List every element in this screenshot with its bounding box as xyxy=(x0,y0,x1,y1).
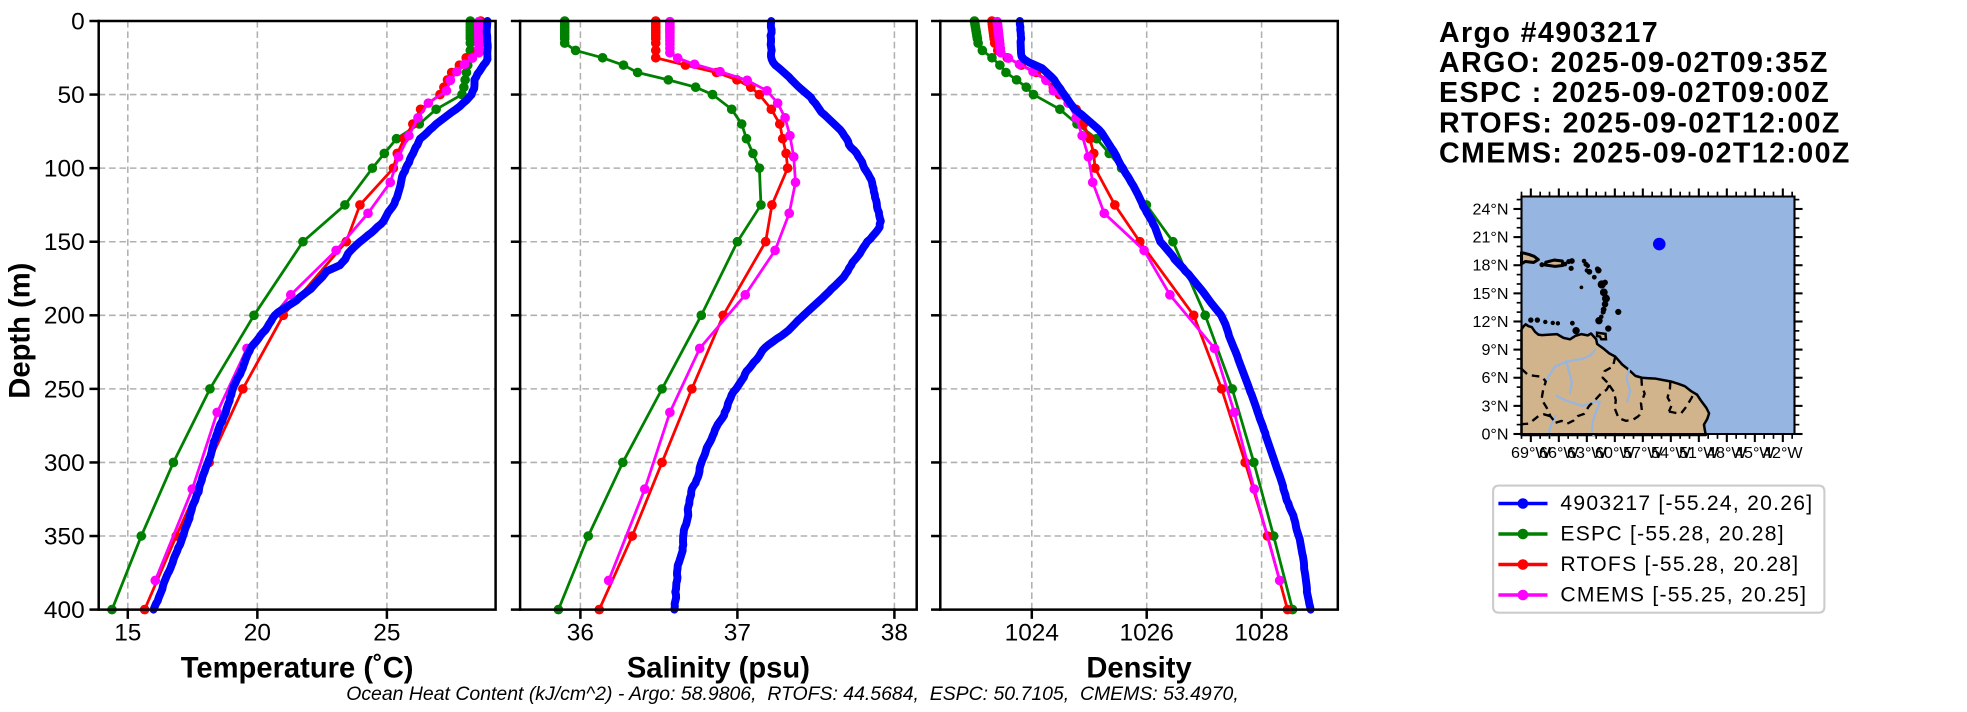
svg-text:Density: Density xyxy=(1086,652,1192,684)
svg-text:4903217 [-55.24, 20.26]: 4903217 [-55.24, 20.26] xyxy=(1560,492,1813,515)
svg-text:350: 350 xyxy=(44,523,85,550)
svg-text:ESPC : 2025-09-02T09:00Z: ESPC : 2025-09-02T09:00Z xyxy=(1439,77,1830,109)
svg-text:1024: 1024 xyxy=(1005,619,1059,646)
svg-text:100: 100 xyxy=(44,156,85,183)
svg-text:250: 250 xyxy=(44,376,85,403)
svg-text:200: 200 xyxy=(44,303,85,330)
svg-text:300: 300 xyxy=(44,450,85,477)
svg-text:Ocean Heat Content (kJ/cm^2) -: Ocean Heat Content (kJ/cm^2) - Argo: 58.… xyxy=(346,683,1239,705)
svg-text:18°N: 18°N xyxy=(1472,257,1508,275)
svg-text:RTOFS: 2025-09-02T12:00Z: RTOFS: 2025-09-02T12:00Z xyxy=(1439,107,1841,139)
svg-text:51°W: 51°W xyxy=(1679,444,1719,462)
svg-text:24°N: 24°N xyxy=(1472,200,1508,218)
svg-text:57°W: 57°W xyxy=(1623,444,1663,462)
svg-text:54°W: 54°W xyxy=(1651,444,1691,462)
svg-text:15°N: 15°N xyxy=(1472,285,1508,303)
svg-text:CMEMS: 2025-09-02T12:00Z: CMEMS: 2025-09-02T12:00Z xyxy=(1439,138,1851,170)
svg-text:45°W: 45°W xyxy=(1735,444,1775,462)
svg-text:66°W: 66°W xyxy=(1539,444,1579,462)
svg-text:48°W: 48°W xyxy=(1707,444,1747,462)
svg-text:ARGO: 2025-09-02T09:35Z: ARGO: 2025-09-02T09:35Z xyxy=(1439,47,1829,79)
svg-text:42°W: 42°W xyxy=(1763,444,1803,462)
svg-text:69°W: 69°W xyxy=(1511,444,1551,462)
svg-text:9°N: 9°N xyxy=(1481,341,1508,359)
svg-text:0°N: 0°N xyxy=(1481,426,1508,444)
svg-text:CMEMS [-55.25, 20.25]: CMEMS [-55.25, 20.25] xyxy=(1560,584,1807,607)
svg-text:150: 150 xyxy=(44,229,85,256)
svg-text:RTOFS [-55.28, 20.28]: RTOFS [-55.28, 20.28] xyxy=(1560,553,1799,576)
svg-text:ESPC [-55.28, 20.28]: ESPC [-55.28, 20.28] xyxy=(1560,523,1785,546)
svg-text:1028: 1028 xyxy=(1234,619,1288,646)
svg-text:25: 25 xyxy=(373,619,400,646)
svg-text:63°W: 63°W xyxy=(1567,444,1607,462)
svg-text:0: 0 xyxy=(71,8,85,35)
svg-text:20: 20 xyxy=(244,619,271,646)
svg-text:38: 38 xyxy=(881,619,908,646)
svg-text:6°N: 6°N xyxy=(1481,369,1508,387)
svg-text:400: 400 xyxy=(44,597,85,624)
svg-text:15: 15 xyxy=(114,619,141,646)
svg-text:Argo #4903217: Argo #4903217 xyxy=(1439,17,1659,49)
svg-text:Depth (m): Depth (m) xyxy=(5,263,37,399)
svg-text:Salinity (psu): Salinity (psu) xyxy=(627,652,810,684)
svg-text:12°N: 12°N xyxy=(1472,313,1508,331)
svg-text:37: 37 xyxy=(724,619,751,646)
svg-text:Temperature (˚C): Temperature (˚C) xyxy=(181,652,414,684)
svg-text:50: 50 xyxy=(58,82,85,109)
svg-text:60°W: 60°W xyxy=(1595,444,1635,462)
svg-text:1026: 1026 xyxy=(1120,619,1174,646)
svg-text:21°N: 21°N xyxy=(1472,229,1508,247)
svg-text:3°N: 3°N xyxy=(1481,397,1508,415)
svg-text:36: 36 xyxy=(567,619,594,646)
